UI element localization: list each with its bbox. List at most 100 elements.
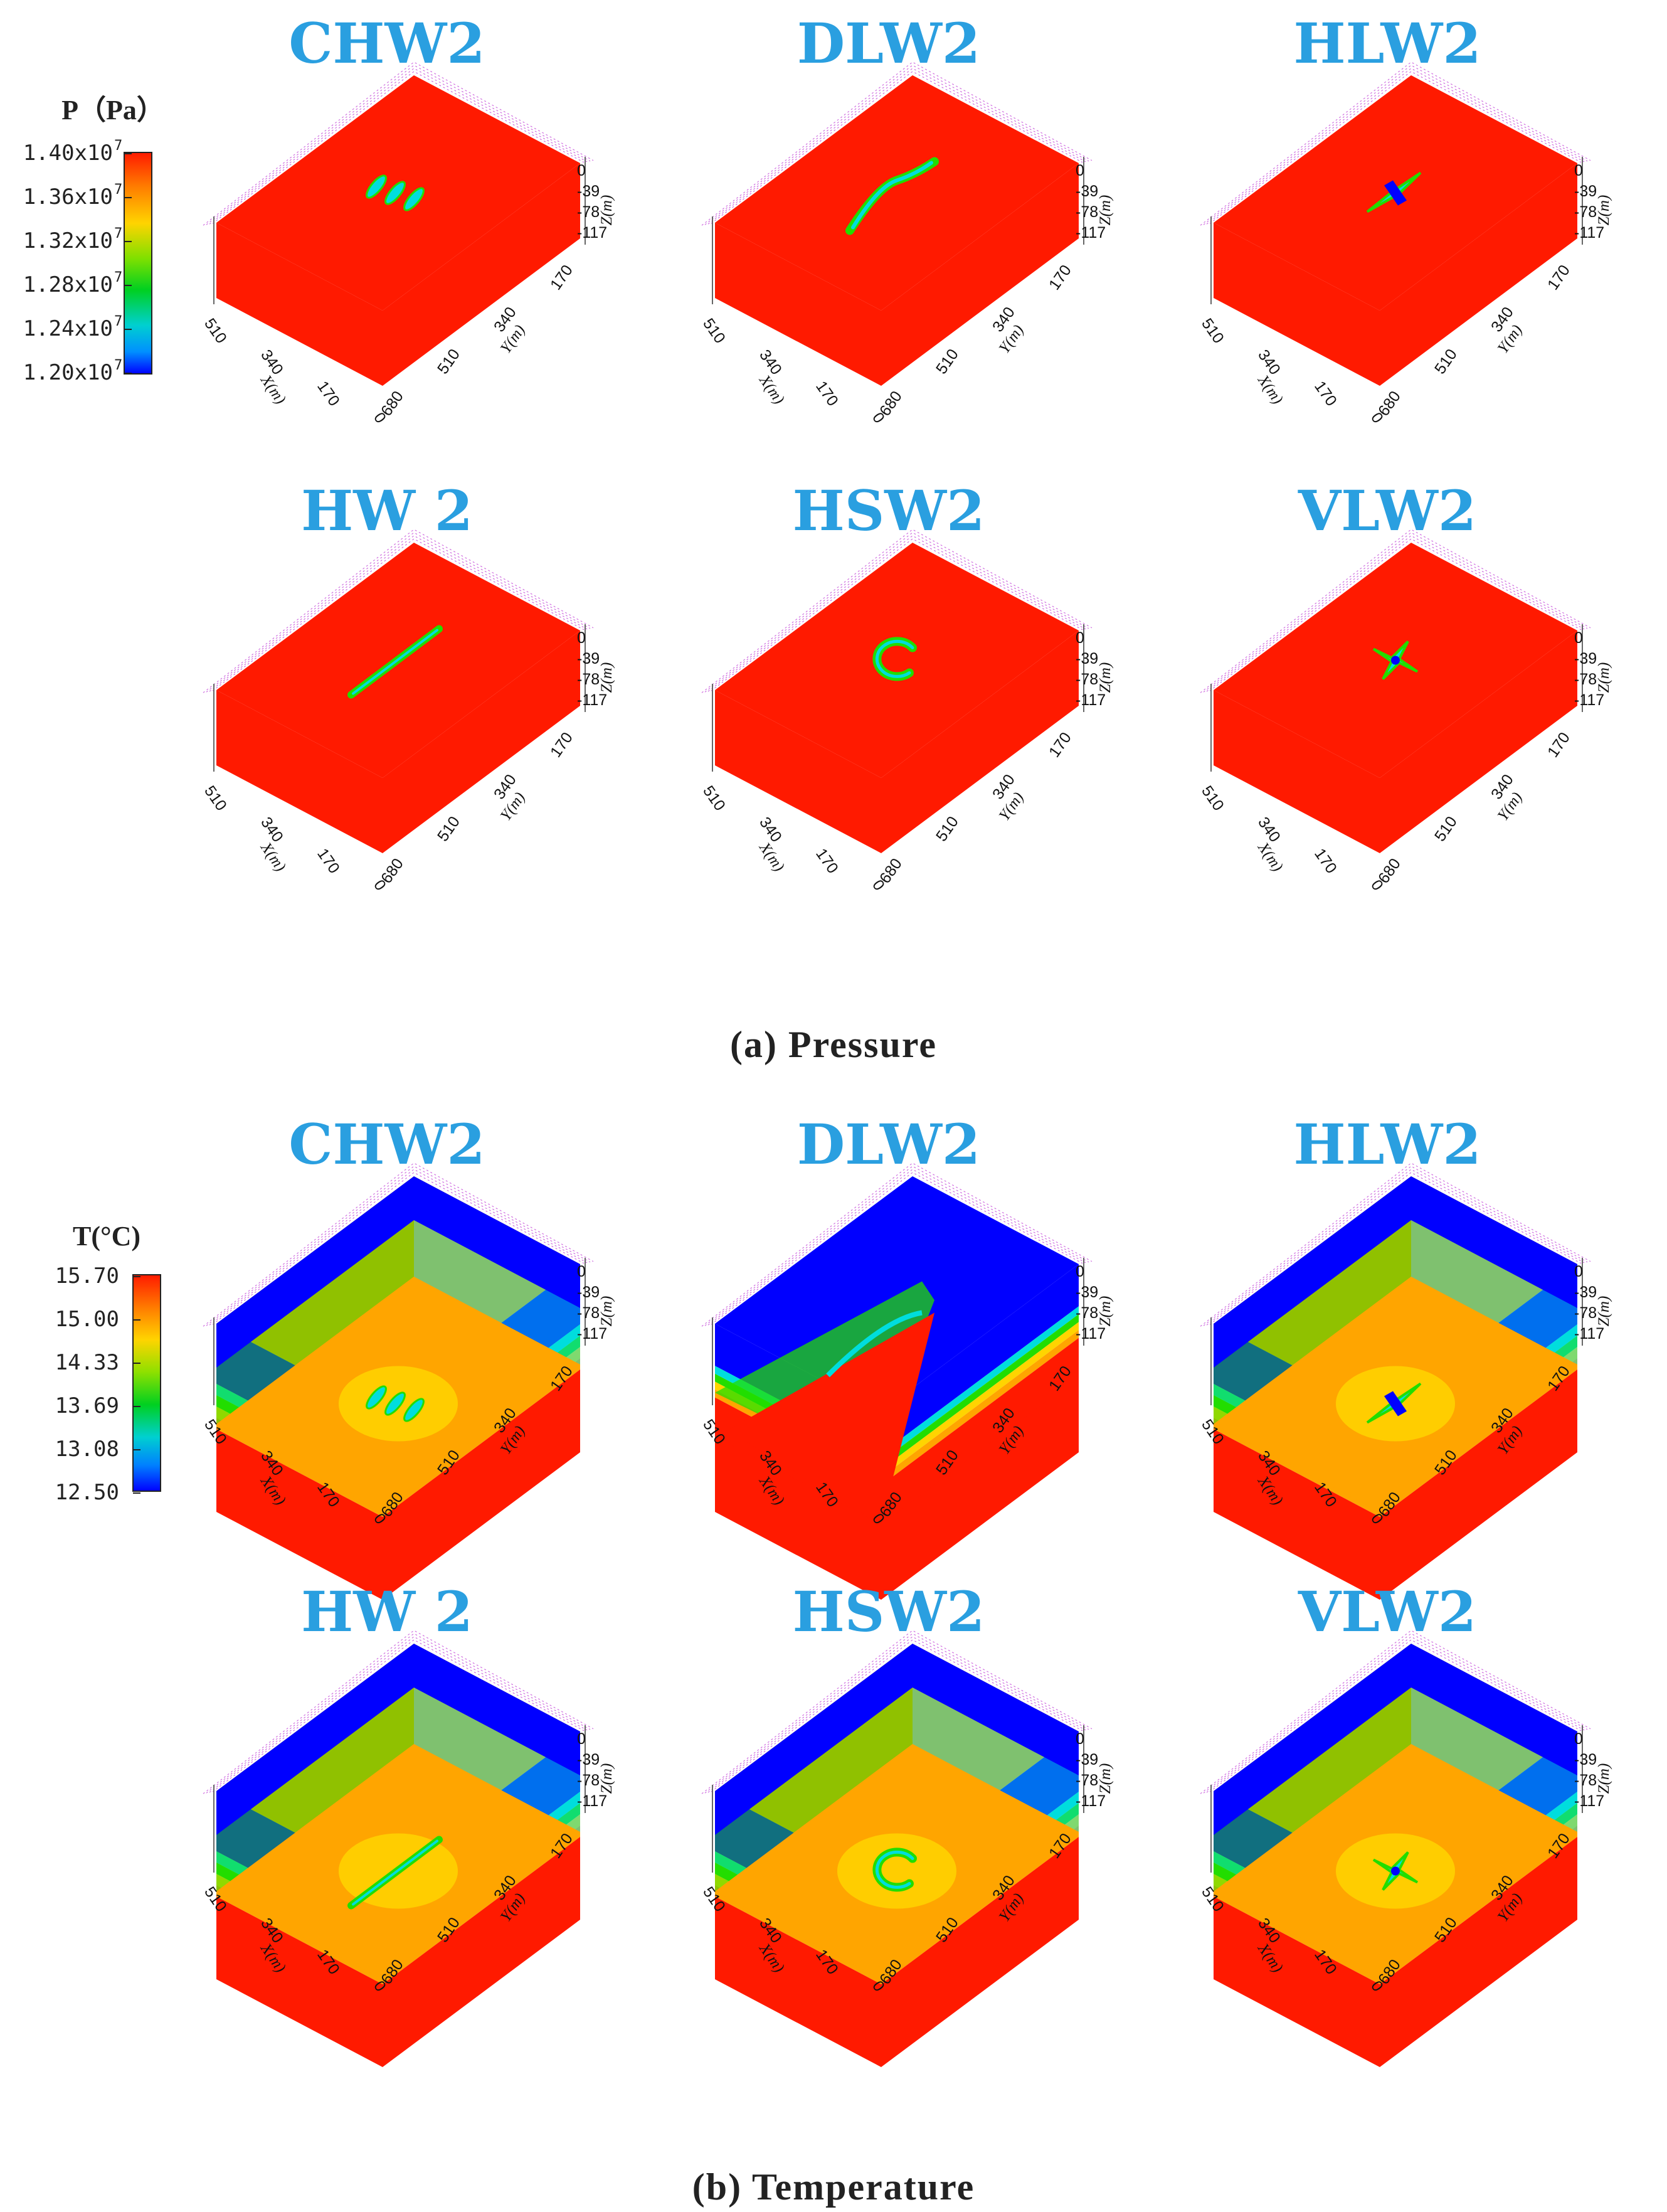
temp-glow [837, 1833, 956, 1909]
frame-grid [1200, 1162, 1591, 1405]
caption-pressure: (a) Pressure [730, 1024, 937, 1065]
z-tick-label: -117 [1076, 1325, 1106, 1343]
y-tick-label: 170 [1544, 262, 1574, 293]
colorbar-pressure-gradient [124, 152, 152, 375]
colorbar-temperature-tick: 14.33 [55, 1350, 119, 1375]
x-tick-label: 510 [1198, 315, 1227, 346]
block-right-face [1380, 630, 1577, 853]
x-tick-label: 170 [314, 378, 343, 409]
frame-grid [203, 61, 594, 304]
temp-layer-right [881, 1330, 1079, 1486]
temp-layer-right [881, 1306, 1079, 1462]
well-feature [347, 1836, 443, 1910]
x-tick-label: 170 [812, 378, 842, 409]
z-axis-label: Z(m) [1097, 1296, 1114, 1327]
z-tick-label: -117 [1574, 1325, 1604, 1343]
z-tick-label: -39 [1574, 183, 1597, 200]
block-left-face [1214, 223, 1380, 386]
x-axis-label: X(m) [756, 839, 788, 875]
colorbar-temperature-tick: 13.08 [55, 1437, 119, 1462]
x-tick-label: 0 [869, 409, 888, 426]
temperature-panel-chw2: CHW20-39-78-117Z(m)680510340170Y(m)51034… [201, 1112, 615, 1600]
temp-layer-right [383, 1837, 580, 2067]
panel-title: VLW2 [1298, 1579, 1476, 1644]
x-axis-label: X(m) [1254, 839, 1286, 875]
z-tick-label: -78 [577, 671, 600, 688]
colorbar-pressure-tick: 1.24x10 [23, 316, 113, 341]
x-tick-label: 510 [201, 782, 230, 814]
colorbar-temperature: T(°C) 15.70 15.00 14.33 13.69 13.08 12.50 [55, 1221, 161, 1505]
z-axis-label: Z(m) [1596, 662, 1612, 693]
colorbar-temperature-tick: 15.00 [55, 1307, 119, 1332]
temp-step-floor [728, 1312, 934, 1524]
temperature-panel-hw2: HW 20-39-78-117Z(m)680510340170Y(m)51034… [201, 1579, 615, 2067]
x-tick-label: 0 [370, 409, 389, 426]
temp-layer-right [383, 1369, 580, 1600]
y-tick-label: 170 [547, 729, 576, 760]
colorbar-pressure-tick: 1.28x10 [23, 272, 113, 297]
y-tick-label: 170 [1045, 262, 1075, 293]
frame-grid [701, 1630, 1093, 1873]
panel-title: HSW2 [793, 478, 985, 543]
pressure-panel-hsw2: HSW20-39-78-117Z(m)680510340170Y(m)51034… [699, 478, 1114, 894]
temp-layer-right [881, 1322, 1079, 1477]
x-tick-label: 0 [1367, 409, 1387, 426]
z-axis-label: Z(m) [598, 1296, 615, 1327]
colorbar-pressure-tick-exponent: 7 [114, 226, 122, 242]
z-tick-label: -78 [1076, 671, 1098, 688]
block-top-face [715, 543, 1079, 778]
z-tick-label: -78 [1574, 203, 1597, 221]
y-tick-label: 510 [1431, 346, 1461, 377]
z-tick-label: -117 [577, 1325, 607, 1343]
frame-grid [1200, 529, 1591, 772]
colorbar-temperature-gradient [132, 1274, 161, 1492]
z-tick-label: 0 [1574, 1730, 1583, 1748]
colorbar-pressure-tick: 1.40x10 [23, 141, 113, 166]
colorbar-temperature-tick: 13.69 [55, 1393, 119, 1418]
temp-layer-right [881, 1264, 1079, 1454]
y-tick-label: 510 [434, 813, 463, 844]
z-tick-label: -117 [577, 1792, 607, 1810]
x-axis-label: X(m) [257, 839, 289, 875]
well-feature [1372, 641, 1419, 680]
colorbar-pressure-tick-exponent: 7 [114, 270, 122, 285]
z-tick-label: 0 [1574, 1263, 1583, 1280]
temperature-panel-hlw2: HLW20-39-78-117Z(m)680510340170Y(m)51034… [1198, 1112, 1612, 1600]
z-tick-label: 0 [1574, 162, 1583, 179]
z-axis-label: Z(m) [598, 662, 615, 693]
z-tick-label: -78 [1574, 671, 1597, 688]
frame-grid [203, 1630, 594, 1873]
well-feature [1366, 171, 1422, 213]
panel-title: HLW2 [1293, 11, 1481, 76]
well-feature [1366, 1382, 1422, 1424]
z-tick-label: -78 [1574, 1304, 1597, 1322]
z-tick-label: -39 [1076, 650, 1098, 667]
z-tick-label: 0 [1574, 629, 1583, 647]
colorbar-temperature-ticks: 15.70 15.00 14.33 13.69 13.08 12.50 [55, 1263, 140, 1505]
y-tick-label: 510 [1431, 813, 1461, 844]
frame-grid [701, 61, 1093, 304]
well-feature [1372, 1851, 1419, 1891]
panels: CHW20-39-78-117Z(m)680510340170Y(m)51034… [201, 11, 1612, 2067]
block-right-face [881, 1377, 1079, 1600]
block-top-face [715, 75, 1079, 311]
frame-grid [1200, 1630, 1591, 1873]
panel-title: DLW2 [797, 11, 980, 76]
colorbar-pressure-tick-exponent: 7 [114, 138, 122, 154]
colorbar-temperature-tick: 15.70 [55, 1263, 119, 1289]
colorbar-pressure-tick-exponent: 7 [114, 314, 122, 329]
block-left-face [1214, 690, 1380, 853]
z-tick-label: -39 [577, 183, 600, 200]
temp-layer-right [1380, 1837, 1577, 2067]
z-axis-label: Z(m) [1596, 1763, 1612, 1794]
z-tick-label: -39 [1574, 1751, 1597, 1768]
colorbar-pressure-title: P（Pa） [61, 95, 164, 125]
block-left-face [715, 223, 881, 386]
panel-title: HW 2 [301, 1579, 473, 1644]
temp-back-wall-left [1214, 1644, 1411, 1835]
z-tick-label: -39 [1076, 1284, 1098, 1301]
block-right-face [1380, 163, 1577, 386]
z-tick-label: -117 [577, 224, 607, 242]
frame-grid [203, 529, 594, 772]
